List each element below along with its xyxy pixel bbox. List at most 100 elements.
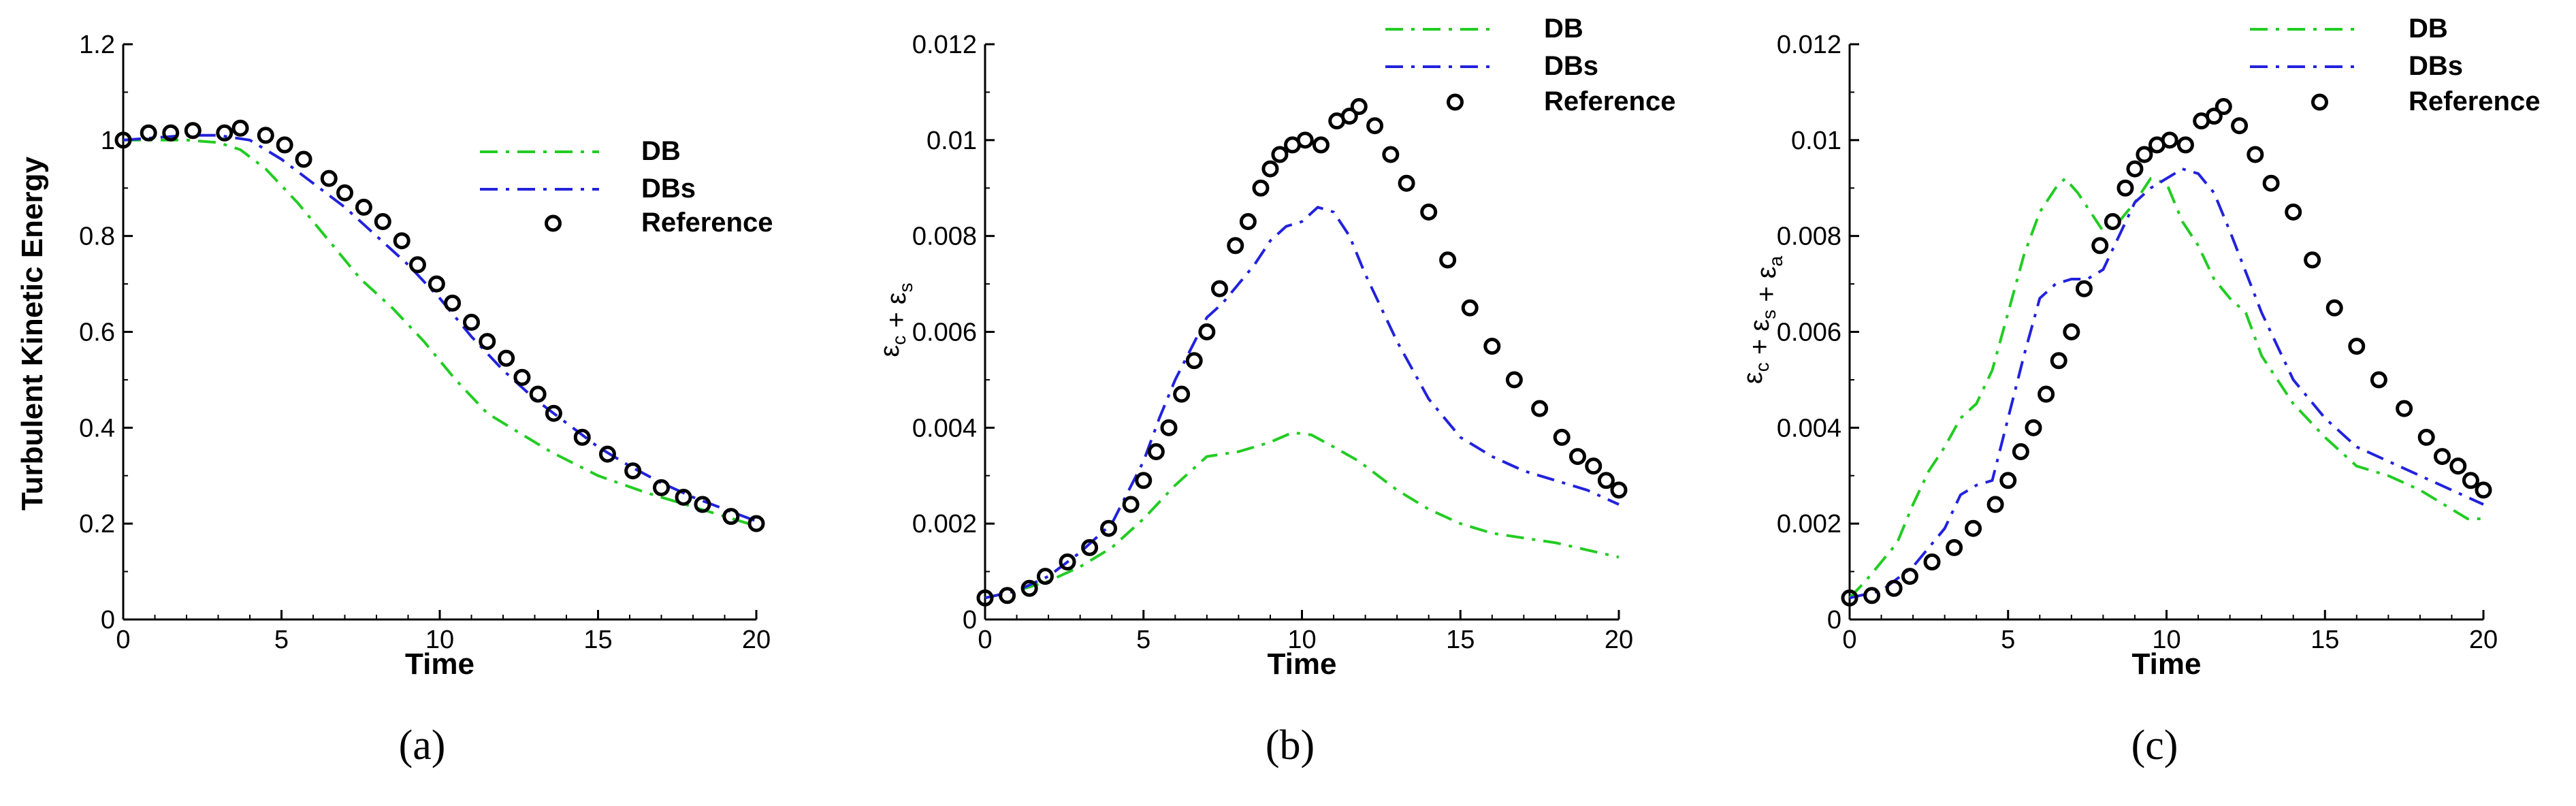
series-dbs <box>1849 167 2484 600</box>
x-axis-title: Time <box>405 647 474 681</box>
data-point <box>355 198 372 216</box>
series-db <box>1848 177 2483 599</box>
data-point <box>1185 352 1203 370</box>
legend: DB DBs Reference <box>480 136 773 238</box>
series-line <box>123 138 757 528</box>
data-point <box>1312 136 1330 154</box>
data-point <box>2161 131 2178 149</box>
chart-panel-1: 0 5 10 15 20 0 0.2 0.4 0.6 0.8 1 1.2 Time Turbulent K… <box>16 31 773 769</box>
x-tick-label: 0 <box>116 626 130 654</box>
data-point <box>2370 371 2387 389</box>
data-point <box>1081 538 1099 556</box>
data-point <box>2116 179 2134 197</box>
y-tick-label: 0.008 <box>1777 223 1841 251</box>
x-tick-label: 10 <box>2152 626 2180 654</box>
series-reference <box>976 98 1628 607</box>
y-tick-label: 0.01 <box>927 127 977 155</box>
legend-label: DB <box>1544 14 1583 44</box>
legend-label: Reference <box>2409 86 2540 116</box>
panel-caption: (a) <box>399 722 446 769</box>
y-axis-title: εc + εs + εa <box>1738 255 1786 384</box>
data-point <box>2348 338 2366 355</box>
panel-caption: (c) <box>2131 722 2178 769</box>
data-point <box>257 127 274 144</box>
data-point <box>2285 203 2302 221</box>
y-tick-label: 0 <box>1827 606 1841 634</box>
data-point <box>231 119 249 137</box>
x-tick-label: 0 <box>978 626 992 654</box>
chart-panel-3: 0 5 10 15 20 0 0.002 0.004 0.006 0.008 0.01 0.012 Ti… <box>1738 14 2540 769</box>
x-tick-label: 15 <box>1446 626 1475 654</box>
data-point <box>374 213 391 231</box>
data-point <box>1901 568 1918 585</box>
data-point <box>1863 587 1881 604</box>
y-tick-label: 0 <box>963 606 977 634</box>
x-tick-label: 20 <box>742 626 771 654</box>
data-point <box>2012 443 2029 461</box>
data-point <box>624 462 642 480</box>
data-point <box>1100 519 1118 537</box>
series-line <box>984 431 1620 600</box>
series-line <box>1849 167 2484 600</box>
data-point <box>2325 299 2343 317</box>
series-reference <box>1841 98 2492 607</box>
x-tick-label: 5 <box>2001 626 2015 654</box>
data-point <box>162 124 180 142</box>
data-point <box>2396 400 2413 417</box>
data-point <box>1946 538 1963 556</box>
data-point <box>653 479 670 496</box>
data-point <box>976 589 994 607</box>
data-point <box>2475 481 2492 499</box>
y-tick-label: 0.004 <box>1777 414 1841 442</box>
data-point <box>1439 251 1457 269</box>
data-point <box>999 587 1016 604</box>
data-point <box>2247 146 2264 163</box>
data-point <box>276 136 293 154</box>
legend-label: Reference <box>641 208 773 238</box>
y-axis-title: εc + εs <box>875 283 916 357</box>
y-tick-label: 0.002 <box>912 510 977 538</box>
legend-marker <box>1447 93 1464 111</box>
x-tick-label: 0 <box>1842 626 1856 654</box>
data-point <box>1239 213 1257 231</box>
x-tick-label: 20 <box>2469 626 2498 654</box>
data-point <box>2050 352 2067 370</box>
data-point <box>463 313 480 331</box>
data-point <box>2038 385 2055 403</box>
data-point <box>336 184 353 202</box>
y-tick-label: 0.004 <box>912 414 977 442</box>
data-point <box>2215 98 2232 116</box>
chart-panel-2: 0 5 10 15 20 0 0.002 0.004 0.006 0.008 0.01 0.012 Ti… <box>875 14 1675 769</box>
data-point <box>320 170 338 187</box>
legend-label: Reference <box>1544 86 1675 116</box>
data-point <box>2136 146 2153 163</box>
data-point <box>1366 117 1384 135</box>
series-line <box>1848 177 2483 599</box>
data-point <box>2417 428 2435 446</box>
data-point <box>1420 203 1438 221</box>
legend-label: DBs <box>641 174 696 204</box>
data-point <box>479 333 496 351</box>
x-tick-label: 10 <box>1287 626 1316 654</box>
data-point <box>1059 553 1076 570</box>
legend-marker <box>2311 93 2328 111</box>
data-point <box>1261 160 1279 178</box>
y-tick-label: 1.2 <box>79 31 115 59</box>
x-tick-label: 5 <box>1136 626 1150 654</box>
data-point <box>114 131 132 149</box>
y-tick-label: 1 <box>101 127 115 155</box>
x-axis-title: Time <box>1268 647 1337 681</box>
data-point <box>1210 280 1228 297</box>
series-reference <box>114 119 765 532</box>
data-point <box>1350 98 1368 116</box>
data-point <box>1122 496 1140 513</box>
data-point <box>722 508 740 526</box>
data-point <box>1252 179 1270 197</box>
data-point <box>1568 448 1586 466</box>
data-point <box>1483 338 1501 355</box>
data-point <box>1340 108 1358 125</box>
legend-label: DB <box>641 136 681 166</box>
data-point <box>1160 419 1178 436</box>
y-tick-label: 0 <box>101 606 115 634</box>
